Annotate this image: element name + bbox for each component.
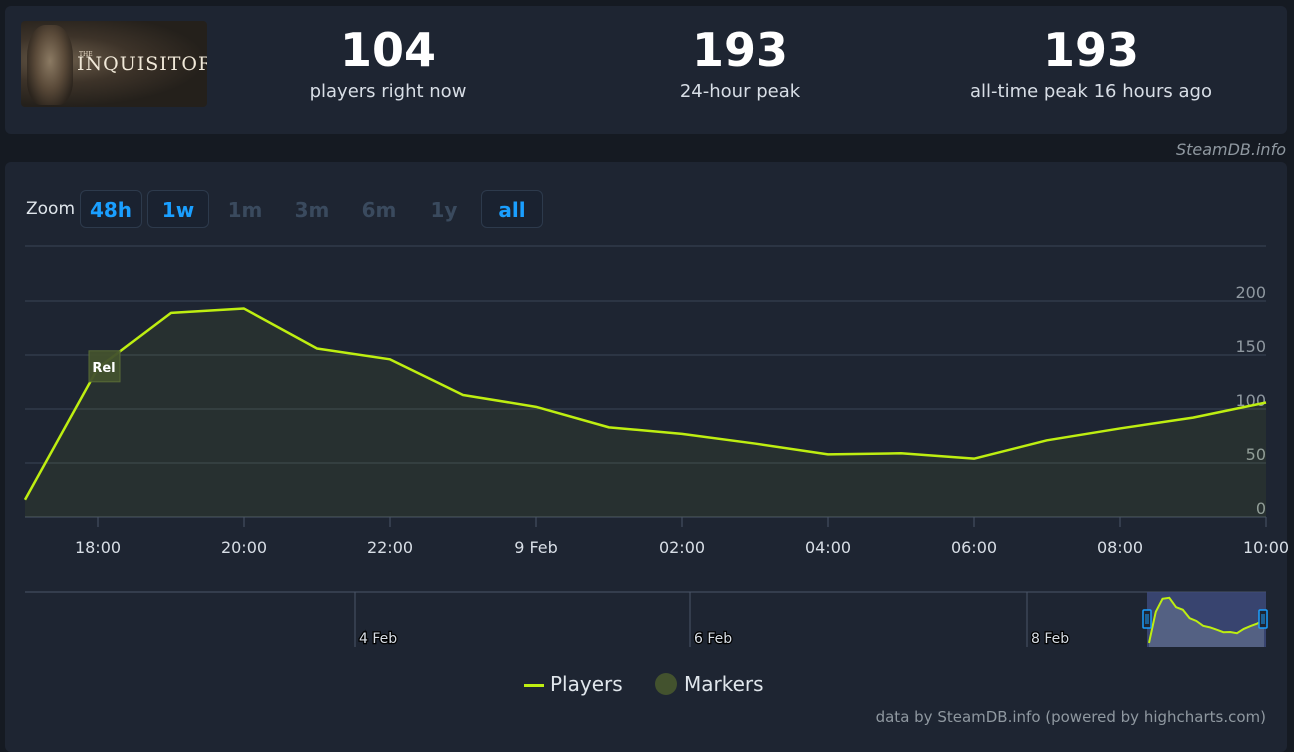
navigator-handle[interactable] [1142, 609, 1152, 629]
data-point [608, 426, 610, 428]
game-header-image[interactable]: THE INQUISITOR [21, 21, 207, 107]
stat-24h-peak: 193 24-hour peak [590, 22, 890, 102]
data-point [243, 307, 245, 309]
marker-label: Rel [92, 361, 115, 376]
data-point [535, 406, 537, 408]
x-tick-label: 10:00 [1243, 538, 1289, 557]
stat-current-players: 104 players right now [238, 22, 538, 102]
data-point [827, 453, 829, 455]
data-point [316, 347, 318, 349]
stats-panel [5, 6, 1287, 134]
data-point [1119, 427, 1121, 429]
game-logo-small: THE [79, 51, 93, 58]
game-art-face [27, 25, 73, 105]
navigator-label: 8 Feb [1031, 631, 1069, 647]
navigator-selection [1147, 592, 1266, 647]
data-point [170, 312, 172, 314]
zoom-1m-button: 1m [227, 198, 263, 222]
stat-value: 193 [1042, 23, 1140, 77]
chart-markers: Rel [88, 350, 121, 383]
legend-circle-icon [655, 673, 677, 695]
y-tick-label: 50 [1246, 445, 1266, 464]
data-point [1192, 416, 1194, 418]
chart-grid [25, 245, 1266, 518]
data-point [973, 457, 975, 459]
data-point [681, 433, 683, 435]
x-tick-label: 20:00 [221, 538, 267, 557]
stat-label: 24-hour peak [679, 81, 801, 102]
stat-label: all-time peak 16 hours ago [969, 81, 1212, 102]
stat-label: players right now [309, 81, 467, 102]
data-point [389, 358, 391, 360]
x-axis: 18:00 20:00 22:00 9 Feb 02:00 04:00 06:00 08:00… [75, 517, 1289, 557]
zoom-48h-button[interactable]: 48h [80, 190, 142, 228]
zoom-all-button[interactable]: all [481, 190, 543, 228]
x-tick-label: 22:00 [367, 538, 413, 557]
legend-players-label: Players [550, 672, 623, 696]
players-area [25, 308, 1266, 517]
legend-markers[interactable]: Markers [655, 672, 764, 696]
stat-all-time-peak: 193 all-time peak 16 hours ago [941, 22, 1241, 102]
data-point [754, 442, 756, 444]
players-line [23, 307, 1267, 501]
legend-markers-label: Markers [684, 672, 764, 696]
navigator-line [1148, 596, 1265, 644]
x-tick-label: 18:00 [75, 538, 121, 557]
zoom-6m-button: 6m [361, 198, 397, 222]
zoom-1y-button: 1y [430, 198, 458, 222]
stat-value: 193 [691, 23, 789, 77]
game-logo-text: INQUISITOR [77, 53, 207, 75]
data-point [24, 499, 26, 501]
x-tick-label: 08:00 [1097, 538, 1143, 557]
legend-line-icon [524, 684, 544, 687]
x-tick-label: 9 Feb [514, 538, 558, 557]
stat-value: 104 [339, 23, 437, 77]
x-tick-label: 02:00 [659, 538, 705, 557]
navigator-label: 6 Feb [694, 631, 732, 647]
data-point [462, 394, 464, 396]
marker-flag [88, 350, 121, 383]
y-tick-label: 0 [1256, 499, 1266, 518]
data-point [1265, 401, 1267, 403]
zoom-1w-button[interactable]: 1w [147, 190, 209, 228]
y-tick-label: 200 [1235, 283, 1266, 302]
x-tick-label: 06:00 [951, 538, 997, 557]
steamdb-credit[interactable]: SteamDB.info [1175, 140, 1286, 159]
chart-panel [5, 162, 1287, 752]
zoom-3m-button: 3m [294, 198, 330, 222]
navigator-handle[interactable] [1258, 609, 1268, 629]
data-point [900, 452, 902, 454]
highcharts-credit[interactable]: data by SteamDB.info (powered by highcha… [875, 708, 1266, 726]
navigator: 4 Feb 6 Feb 8 Feb [25, 591, 1268, 648]
y-tick-label: 150 [1235, 337, 1266, 356]
navigator-label: 4 Feb [359, 631, 397, 647]
data-point [1046, 439, 1048, 441]
zoom-label: Zoom [26, 199, 76, 219]
legend-players[interactable]: Players [524, 672, 623, 696]
navigator-area [1149, 597, 1264, 647]
x-tick-label: 04:00 [805, 538, 851, 557]
